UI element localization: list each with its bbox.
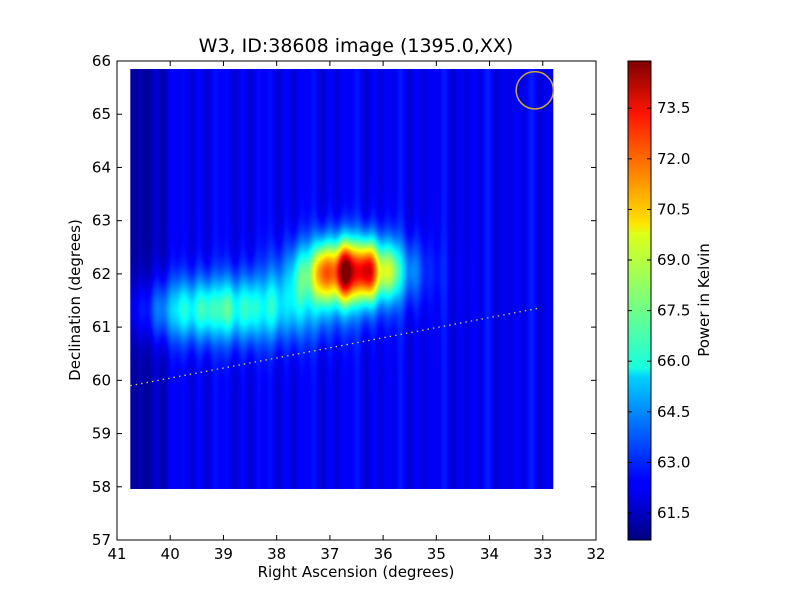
colorbar-tick-label: 64.5 [657,403,690,421]
y-tick-label: 61 [92,318,111,336]
y-tick-label: 59 [92,425,111,443]
x-tick-label: 41 [107,545,126,563]
y-axis-label: Declination (degrees) [66,219,84,381]
colorbar-tick-label: 72.0 [657,150,690,168]
y-tick-label: 65 [92,105,111,123]
colorbar-tick-label: 63.0 [657,453,690,471]
colorbar [627,60,652,541]
x-tick-label: 34 [480,545,499,563]
y-axis: 57 58 59 60 61 62 63 64 65 66 [92,52,596,549]
heatmap-area [130,68,555,489]
colorbar-tick-label: 61.5 [657,504,690,522]
x-axis: 41 40 39 38 37 36 35 34 33 32 [107,61,606,563]
chart-title: W3, ID:38608 image (1395.0,XX) [199,35,514,57]
colorbar-ticks: 61.5 63.0 64.5 66.0 67.5 69.0 70.5 72.0 73.5 [628,99,690,522]
beam-circle [515,70,555,110]
x-tick-label: 37 [320,545,339,563]
colorbar-label: Power in Kelvin [695,243,713,357]
colorbar-tick-label: 70.5 [657,200,690,218]
x-axis-label: Right Ascension (degrees) [258,563,455,581]
x-tick-label: 40 [161,545,180,563]
plot-frame [116,60,597,541]
x-tick-label: 33 [533,545,552,563]
y-tick-label: 57 [92,531,111,549]
x-tick-label: 35 [427,545,446,563]
y-tick-label: 60 [92,371,111,389]
y-tick-label: 64 [92,158,111,176]
x-tick-label: 38 [267,545,286,563]
colorbar-tick-label: 73.5 [657,99,690,117]
colorbar-tick-label: 67.5 [657,302,690,320]
y-tick-label: 63 [92,212,111,230]
y-tick-label: 66 [92,52,111,70]
x-tick-label: 36 [374,545,393,563]
x-tick-label: 32 [586,545,605,563]
colorbar-tick-label: 66.0 [657,352,690,370]
y-tick-label: 62 [92,265,111,283]
heatmap-image [130,68,554,489]
colorbar-tick-label: 69.0 [657,251,690,269]
x-tick-label: 39 [214,545,233,563]
y-tick-label: 58 [92,478,111,496]
